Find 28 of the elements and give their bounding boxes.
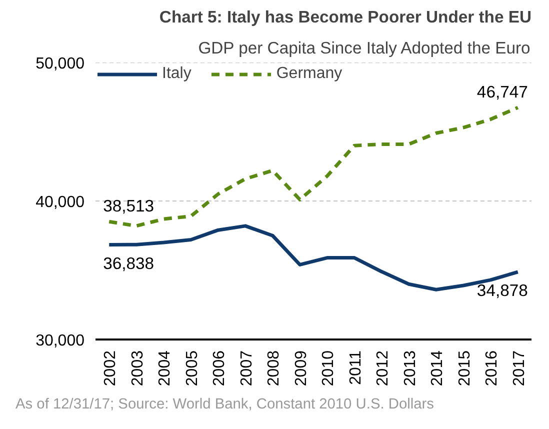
x-tick-label: 2004: [156, 350, 174, 386]
x-tick-label: 2013: [402, 350, 419, 386]
data-label: 38,513: [103, 196, 154, 216]
x-tick-label: 2008: [266, 350, 283, 386]
x-tick-label: 2011: [347, 350, 364, 385]
chart-title: Chart 5: Italy has Become Poorer Under the EU: [159, 8, 532, 26]
y-tick-label: 40,000: [36, 194, 85, 211]
legend-label: Italy: [162, 65, 192, 83]
y-tick-label: 30,000: [36, 332, 85, 350]
data-label: 34,878: [476, 280, 528, 300]
y-tick-label: 50,000: [36, 56, 85, 72]
x-tick-label: 2007: [238, 350, 256, 386]
chart-subtitle: GDP per Capita Since Italy Adopted the Euro: [198, 38, 530, 58]
x-tick-label: 2006: [211, 350, 228, 386]
x-tick-label: 2014: [429, 350, 446, 386]
data-label: 36,838: [103, 254, 154, 273]
x-tick-label: 2010: [320, 350, 338, 386]
x-tick-label: 2005: [184, 350, 201, 386]
x-tick-label: 2012: [374, 350, 392, 386]
x-tick-label: 2009: [292, 350, 310, 386]
x-tick-label: 2017: [510, 350, 528, 386]
x-tick-label: 2002: [102, 350, 120, 386]
x-tick-label: 2015: [456, 350, 474, 386]
legend-label: Germany: [276, 65, 342, 83]
x-tick-label: 2003: [129, 350, 146, 386]
data-label: 46,747: [476, 82, 528, 102]
text: As of 12/31/17; Source: World Bank, Constant 2010 U.S. Dollars: [16, 396, 434, 412]
x-tick-label: 2016: [484, 350, 501, 386]
